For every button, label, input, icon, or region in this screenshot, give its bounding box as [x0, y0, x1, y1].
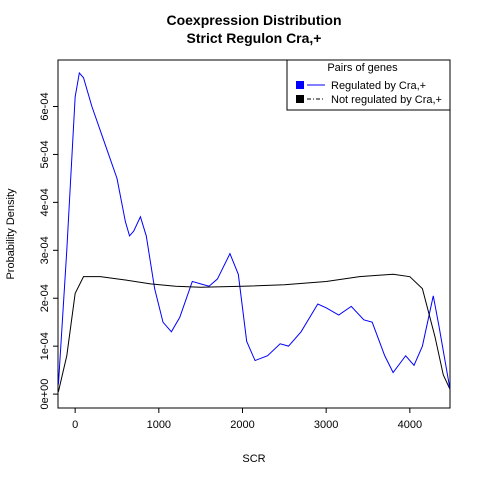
- chart-title: Coexpression Distribution: [166, 12, 341, 28]
- legend-label: Not regulated by Cra,+: [331, 94, 442, 106]
- y-tick-label: 4e-04: [39, 188, 51, 216]
- y-tick-label: 5e-04: [39, 140, 51, 168]
- y-tick-label: 2e-04: [39, 284, 51, 312]
- x-tick-label: 1000: [147, 419, 171, 431]
- chart-subtitle: Strict Regulon Cra,+: [187, 30, 322, 46]
- x-axis-label: SCR: [242, 453, 265, 465]
- data-line: [57, 71, 451, 390]
- y-axis-label: Probability Density: [5, 188, 17, 280]
- legend-swatch: [296, 95, 304, 103]
- plot-frame: [57, 59, 451, 409]
- y-tick-label: 0e+00: [39, 379, 51, 410]
- data-line: [57, 273, 451, 392]
- x-tick-label: 4000: [398, 419, 422, 431]
- y-tick-label: 1e-04: [39, 332, 51, 360]
- legend-swatch: [296, 81, 304, 89]
- legend-label: Regulated by Cra,+: [331, 80, 426, 92]
- x-tick-label: 3000: [314, 419, 338, 431]
- y-tick-label: 3e-04: [39, 236, 51, 264]
- x-tick-label: 0: [72, 419, 78, 431]
- x-tick-label: 2000: [230, 419, 254, 431]
- y-tick-label: 6e-04: [39, 92, 51, 120]
- legend-title: Pairs of genes: [327, 62, 398, 74]
